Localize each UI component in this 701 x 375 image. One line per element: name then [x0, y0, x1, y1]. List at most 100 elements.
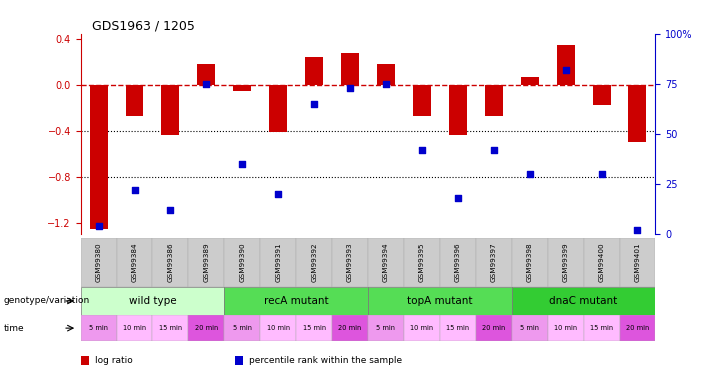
Text: GSM99397: GSM99397 — [491, 243, 497, 282]
Point — [237, 161, 248, 167]
Bar — [440, 315, 476, 341]
Bar — [332, 315, 368, 341]
Text: 10 min: 10 min — [554, 325, 577, 331]
Text: GSM99400: GSM99400 — [599, 243, 604, 282]
Text: 15 min: 15 min — [590, 325, 613, 331]
Text: time: time — [4, 324, 24, 333]
Bar — [305, 57, 323, 86]
Bar — [521, 77, 538, 86]
Bar — [189, 315, 224, 341]
Bar — [584, 315, 620, 341]
Point — [273, 191, 284, 197]
Text: 15 min: 15 min — [303, 325, 326, 331]
Point — [632, 227, 643, 233]
Bar — [116, 315, 153, 341]
Bar — [116, 238, 153, 287]
Bar — [584, 238, 620, 287]
Text: 15 min: 15 min — [447, 325, 470, 331]
Text: GSM99395: GSM99395 — [419, 243, 425, 282]
Bar — [547, 238, 584, 287]
Point — [381, 81, 392, 87]
Point — [308, 101, 320, 107]
Text: 5 min: 5 min — [233, 325, 252, 331]
Bar — [547, 315, 584, 341]
Text: 5 min: 5 min — [376, 325, 395, 331]
Bar — [224, 238, 260, 287]
Point — [560, 67, 571, 73]
Point — [524, 171, 536, 177]
Text: GDS1963 / 1205: GDS1963 / 1205 — [92, 20, 195, 33]
Bar — [297, 315, 332, 341]
Text: dnaC mutant: dnaC mutant — [550, 296, 618, 306]
Bar — [368, 315, 404, 341]
Bar — [485, 86, 503, 116]
Bar — [368, 238, 404, 287]
Point — [416, 147, 428, 153]
Bar — [512, 238, 547, 287]
Text: topA mutant: topA mutant — [407, 296, 472, 306]
Bar — [81, 315, 116, 341]
Text: GSM99401: GSM99401 — [634, 243, 641, 282]
Bar — [592, 86, 611, 105]
Text: 20 min: 20 min — [339, 325, 362, 331]
Text: GSM99380: GSM99380 — [95, 243, 102, 282]
Bar — [440, 238, 476, 287]
Text: GSM99391: GSM99391 — [275, 243, 281, 282]
Text: GSM99389: GSM99389 — [203, 243, 210, 282]
Text: GSM99390: GSM99390 — [239, 243, 245, 282]
Bar — [449, 86, 467, 135]
Bar — [404, 238, 440, 287]
Point — [129, 187, 140, 193]
Text: 10 min: 10 min — [410, 325, 433, 331]
Point — [596, 171, 607, 177]
Text: GSM99392: GSM99392 — [311, 243, 317, 282]
Text: GSM99394: GSM99394 — [383, 243, 389, 282]
Bar — [620, 315, 655, 341]
Bar — [233, 86, 251, 91]
Bar — [81, 238, 116, 287]
Bar — [476, 315, 512, 341]
Bar — [90, 86, 107, 229]
Text: 20 min: 20 min — [482, 325, 505, 331]
Bar — [341, 53, 359, 86]
Bar — [269, 86, 287, 132]
Text: log ratio: log ratio — [95, 356, 132, 365]
Bar — [368, 287, 512, 315]
Bar — [404, 315, 440, 341]
Bar — [512, 287, 655, 315]
Bar — [260, 238, 297, 287]
Bar — [153, 238, 189, 287]
Text: 5 min: 5 min — [89, 325, 108, 331]
Point — [452, 195, 463, 201]
Text: GSM99393: GSM99393 — [347, 243, 353, 282]
Text: 5 min: 5 min — [520, 325, 539, 331]
Text: GSM99396: GSM99396 — [455, 243, 461, 282]
Point — [344, 85, 355, 91]
Text: GSM99398: GSM99398 — [526, 243, 533, 282]
Text: percentile rank within the sample: percentile rank within the sample — [249, 356, 402, 365]
Bar — [161, 86, 179, 135]
Text: 10 min: 10 min — [266, 325, 290, 331]
Bar — [629, 86, 646, 141]
Bar — [377, 63, 395, 86]
Bar — [297, 238, 332, 287]
Bar — [189, 238, 224, 287]
Bar — [413, 86, 431, 116]
Point — [200, 81, 212, 87]
Bar — [198, 63, 215, 86]
Text: GSM99386: GSM99386 — [168, 243, 173, 282]
Bar — [125, 86, 144, 116]
Text: 20 min: 20 min — [626, 325, 649, 331]
Text: 10 min: 10 min — [123, 325, 146, 331]
Bar — [476, 238, 512, 287]
Point — [165, 207, 176, 213]
Bar — [153, 315, 189, 341]
Text: 20 min: 20 min — [195, 325, 218, 331]
Text: GSM99384: GSM99384 — [132, 243, 137, 282]
Bar — [332, 238, 368, 287]
Bar — [557, 45, 575, 86]
Text: 15 min: 15 min — [159, 325, 182, 331]
Text: recA mutant: recA mutant — [264, 296, 329, 306]
Bar — [224, 287, 368, 315]
Bar — [620, 238, 655, 287]
